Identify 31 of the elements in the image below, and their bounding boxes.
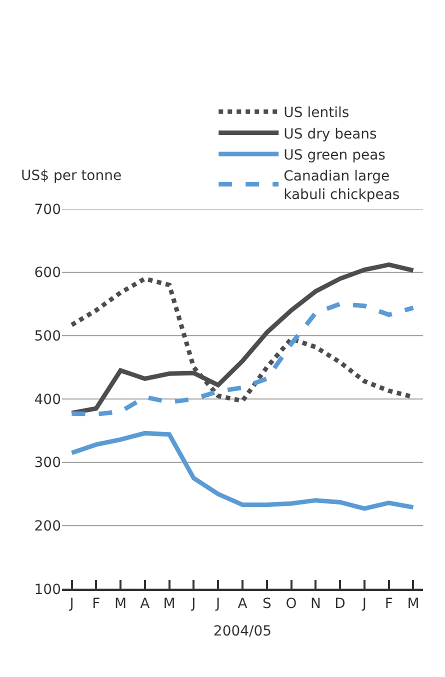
x-tick-label: M bbox=[163, 596, 176, 612]
legend-label: US dry beans bbox=[284, 126, 377, 142]
x-tick-label: M bbox=[407, 596, 420, 612]
y-tick-label: 700 bbox=[34, 202, 61, 218]
x-tick-label: N bbox=[310, 596, 321, 612]
x-tick-label: A bbox=[140, 596, 150, 612]
legend-label: US green peas bbox=[284, 147, 386, 164]
x-tick-label: S bbox=[262, 596, 272, 612]
x-tick-label: O bbox=[286, 596, 297, 612]
x-tick-label: J bbox=[361, 596, 367, 612]
x-tick-label: J bbox=[68, 596, 74, 612]
legend-label: US lentils bbox=[284, 105, 350, 122]
line-series bbox=[70, 302, 416, 416]
x-axis-title: 2004/05 bbox=[213, 624, 272, 640]
x-tick-label: M bbox=[114, 596, 127, 612]
y-axis-title: US$ per tonne bbox=[21, 168, 122, 184]
y-tick-label: 400 bbox=[34, 392, 61, 408]
x-tick-label: J bbox=[215, 596, 220, 612]
x-tick-label: A bbox=[238, 596, 248, 612]
line-series bbox=[70, 430, 416, 511]
y-tick-label: 300 bbox=[34, 455, 61, 472]
line-series bbox=[70, 262, 416, 416]
x-tick-label: F bbox=[92, 596, 100, 612]
x-tick-label: D bbox=[334, 596, 346, 612]
legend-label: Canadian large kabuli chickpeas bbox=[284, 168, 400, 203]
y-tick-label: 100 bbox=[34, 582, 61, 598]
y-tick-label: 200 bbox=[34, 518, 61, 535]
x-tick-label: J bbox=[190, 596, 196, 612]
y-tick-label: 600 bbox=[34, 265, 61, 282]
y-tick-label: 500 bbox=[34, 328, 61, 345]
x-tick-label: F bbox=[384, 596, 393, 612]
